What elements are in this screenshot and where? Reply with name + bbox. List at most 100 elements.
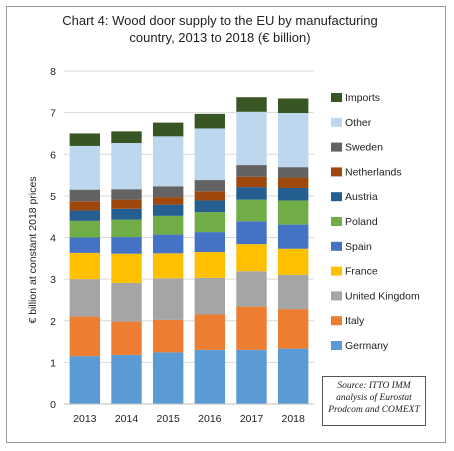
bar-segment-germany-2014 — [111, 354, 142, 404]
bar-segment-united-kingdom-2013 — [69, 279, 101, 317]
source-line-3: Prodcom and COMEXT — [328, 405, 420, 415]
legend-label-germany: Germany — [345, 340, 389, 352]
legend-swatch-united-kingdom — [331, 291, 342, 301]
legend-label-sweden: Sweden — [345, 142, 383, 154]
bar-segment-other-2013 — [69, 145, 101, 190]
bar-segment-austria-2014 — [111, 208, 142, 220]
bar-segment-italy-2013 — [69, 316, 101, 357]
bar-segment-italy-2014 — [111, 321, 142, 355]
legend-label-poland: Poland — [345, 216, 378, 228]
chart-title: Chart 4: Wood door supply to the EU by m… — [30, 12, 410, 46]
bar-segment-netherlands-2013 — [69, 201, 101, 211]
bar-segment-germany-2015 — [152, 352, 184, 404]
legend-label-italy: Italy — [345, 315, 365, 327]
bar-segment-poland-2016 — [194, 212, 226, 233]
legend-label-imports: Imports — [345, 92, 380, 104]
bar-segment-united-kingdom-2014 — [111, 282, 142, 322]
bar-segment-germany-2018 — [277, 348, 309, 404]
bar-segment-spain-2018 — [277, 224, 309, 249]
gridlines — [64, 70, 314, 363]
bar-segment-germany-2013 — [69, 356, 101, 404]
x-tick-label: 2017 — [240, 413, 264, 425]
bar-segment-other-2018 — [277, 113, 309, 168]
legend-swatch-france — [331, 266, 342, 276]
bar-segment-netherlands-2015 — [152, 197, 184, 205]
source-line-1: Source: ITTO IMM — [337, 381, 411, 391]
y-tick-label: 8 — [50, 66, 56, 78]
bar-segment-sweden-2018 — [277, 167, 309, 178]
bars — [69, 97, 309, 404]
bar-segment-france-2015 — [152, 253, 184, 279]
bar-segment-poland-2017 — [236, 199, 267, 222]
bar-segment-italy-2015 — [152, 319, 184, 353]
bar-segment-netherlands-2014 — [111, 199, 142, 209]
bar-segment-netherlands-2016 — [194, 191, 226, 201]
bar-segment-france-2013 — [69, 252, 101, 280]
bar-segment-sweden-2014 — [111, 189, 142, 200]
source-note: Source: ITTO IMM analysis of Eurostat Pr… — [322, 376, 426, 426]
bar-segment-italy-2017 — [236, 306, 267, 350]
legend-swatch-germany — [331, 341, 342, 350]
bar-segment-poland-2015 — [152, 215, 184, 235]
x-tick-label: 2016 — [198, 413, 222, 425]
bar-segment-other-2015 — [152, 136, 184, 187]
legend: Imports Other Sweden Netherlands Austria Pola… — [331, 92, 420, 352]
source-line-2: analysis of Eurostat — [336, 393, 412, 403]
legend-swatch-sweden — [331, 142, 342, 152]
bar-segment-sweden-2013 — [69, 189, 101, 202]
legend-label-united-kingdom: United Kingdom — [345, 290, 420, 302]
y-axis-label: € billion at constant 2018 prices — [27, 176, 39, 323]
bar-segment-france-2017 — [236, 244, 267, 272]
y-tick-label: 6 — [50, 149, 56, 161]
bar-segment-spain-2016 — [194, 232, 226, 253]
legend-swatch-spain — [331, 241, 342, 251]
bar-segment-sweden-2016 — [194, 180, 226, 192]
legend-label-spain: Spain — [345, 241, 372, 253]
bar-segment-austria-2018 — [277, 187, 309, 201]
bar-segment-netherlands-2017 — [236, 176, 267, 188]
bar-segment-france-2014 — [111, 253, 142, 283]
bar-segment-poland-2018 — [277, 200, 309, 225]
legend-swatch-austria — [331, 192, 342, 202]
bar-segment-imports-2016 — [194, 113, 226, 129]
bar-segment-united-kingdom-2016 — [194, 277, 226, 315]
legend-swatch-poland — [331, 217, 342, 226]
bar-segment-other-2016 — [194, 128, 226, 181]
bar-segment-spain-2013 — [69, 237, 101, 253]
bar-segment-united-kingdom-2018 — [277, 274, 309, 310]
bar-segment-other-2014 — [111, 143, 142, 190]
bar-segment-united-kingdom-2015 — [152, 278, 184, 320]
legend-swatch-imports — [331, 93, 342, 102]
bar-segment-france-2016 — [194, 252, 226, 278]
legend-swatch-netherlands — [331, 167, 342, 177]
legend-label-other: Other — [345, 117, 372, 129]
y-tick-label: 3 — [50, 274, 56, 286]
axes: 0 1 2 3 4 5 6 7 8 2013 2014 2015 2016 2017 2018 — [50, 66, 314, 425]
legend-label-netherlands: Netherlands — [345, 166, 402, 178]
legend-swatch-italy — [331, 316, 342, 326]
bar-segment-spain-2014 — [111, 237, 142, 254]
bar-segment-italy-2016 — [194, 314, 226, 350]
bar-segment-poland-2013 — [69, 220, 101, 238]
bar-segment-imports-2013 — [69, 133, 101, 146]
bar-segment-imports-2018 — [277, 98, 309, 114]
bar-segment-imports-2014 — [111, 131, 142, 144]
bar-segment-spain-2017 — [236, 221, 267, 245]
y-tick-label: 5 — [50, 191, 56, 203]
chart-title-line-1: Chart 4: Wood door supply to the EU by m… — [62, 13, 378, 28]
bar-segment-imports-2015 — [152, 122, 184, 137]
x-tick-label: 2015 — [156, 413, 180, 425]
bar-segment-austria-2016 — [194, 200, 226, 213]
bar-segment-sweden-2017 — [236, 165, 267, 177]
x-tick-label: 2013 — [73, 413, 97, 425]
bar-segment-poland-2014 — [111, 219, 142, 238]
bar-segment-austria-2015 — [152, 204, 184, 216]
bar-segment-spain-2015 — [152, 234, 184, 254]
y-tick-label: 0 — [50, 399, 56, 411]
bar-segment-italy-2018 — [277, 309, 309, 349]
legend-swatch-other — [331, 117, 342, 127]
y-tick-label: 4 — [50, 233, 56, 245]
chart-title-line-2: country, 2013 to 2018 (€ billion) — [129, 30, 311, 45]
y-tick-label: 2 — [50, 316, 56, 328]
